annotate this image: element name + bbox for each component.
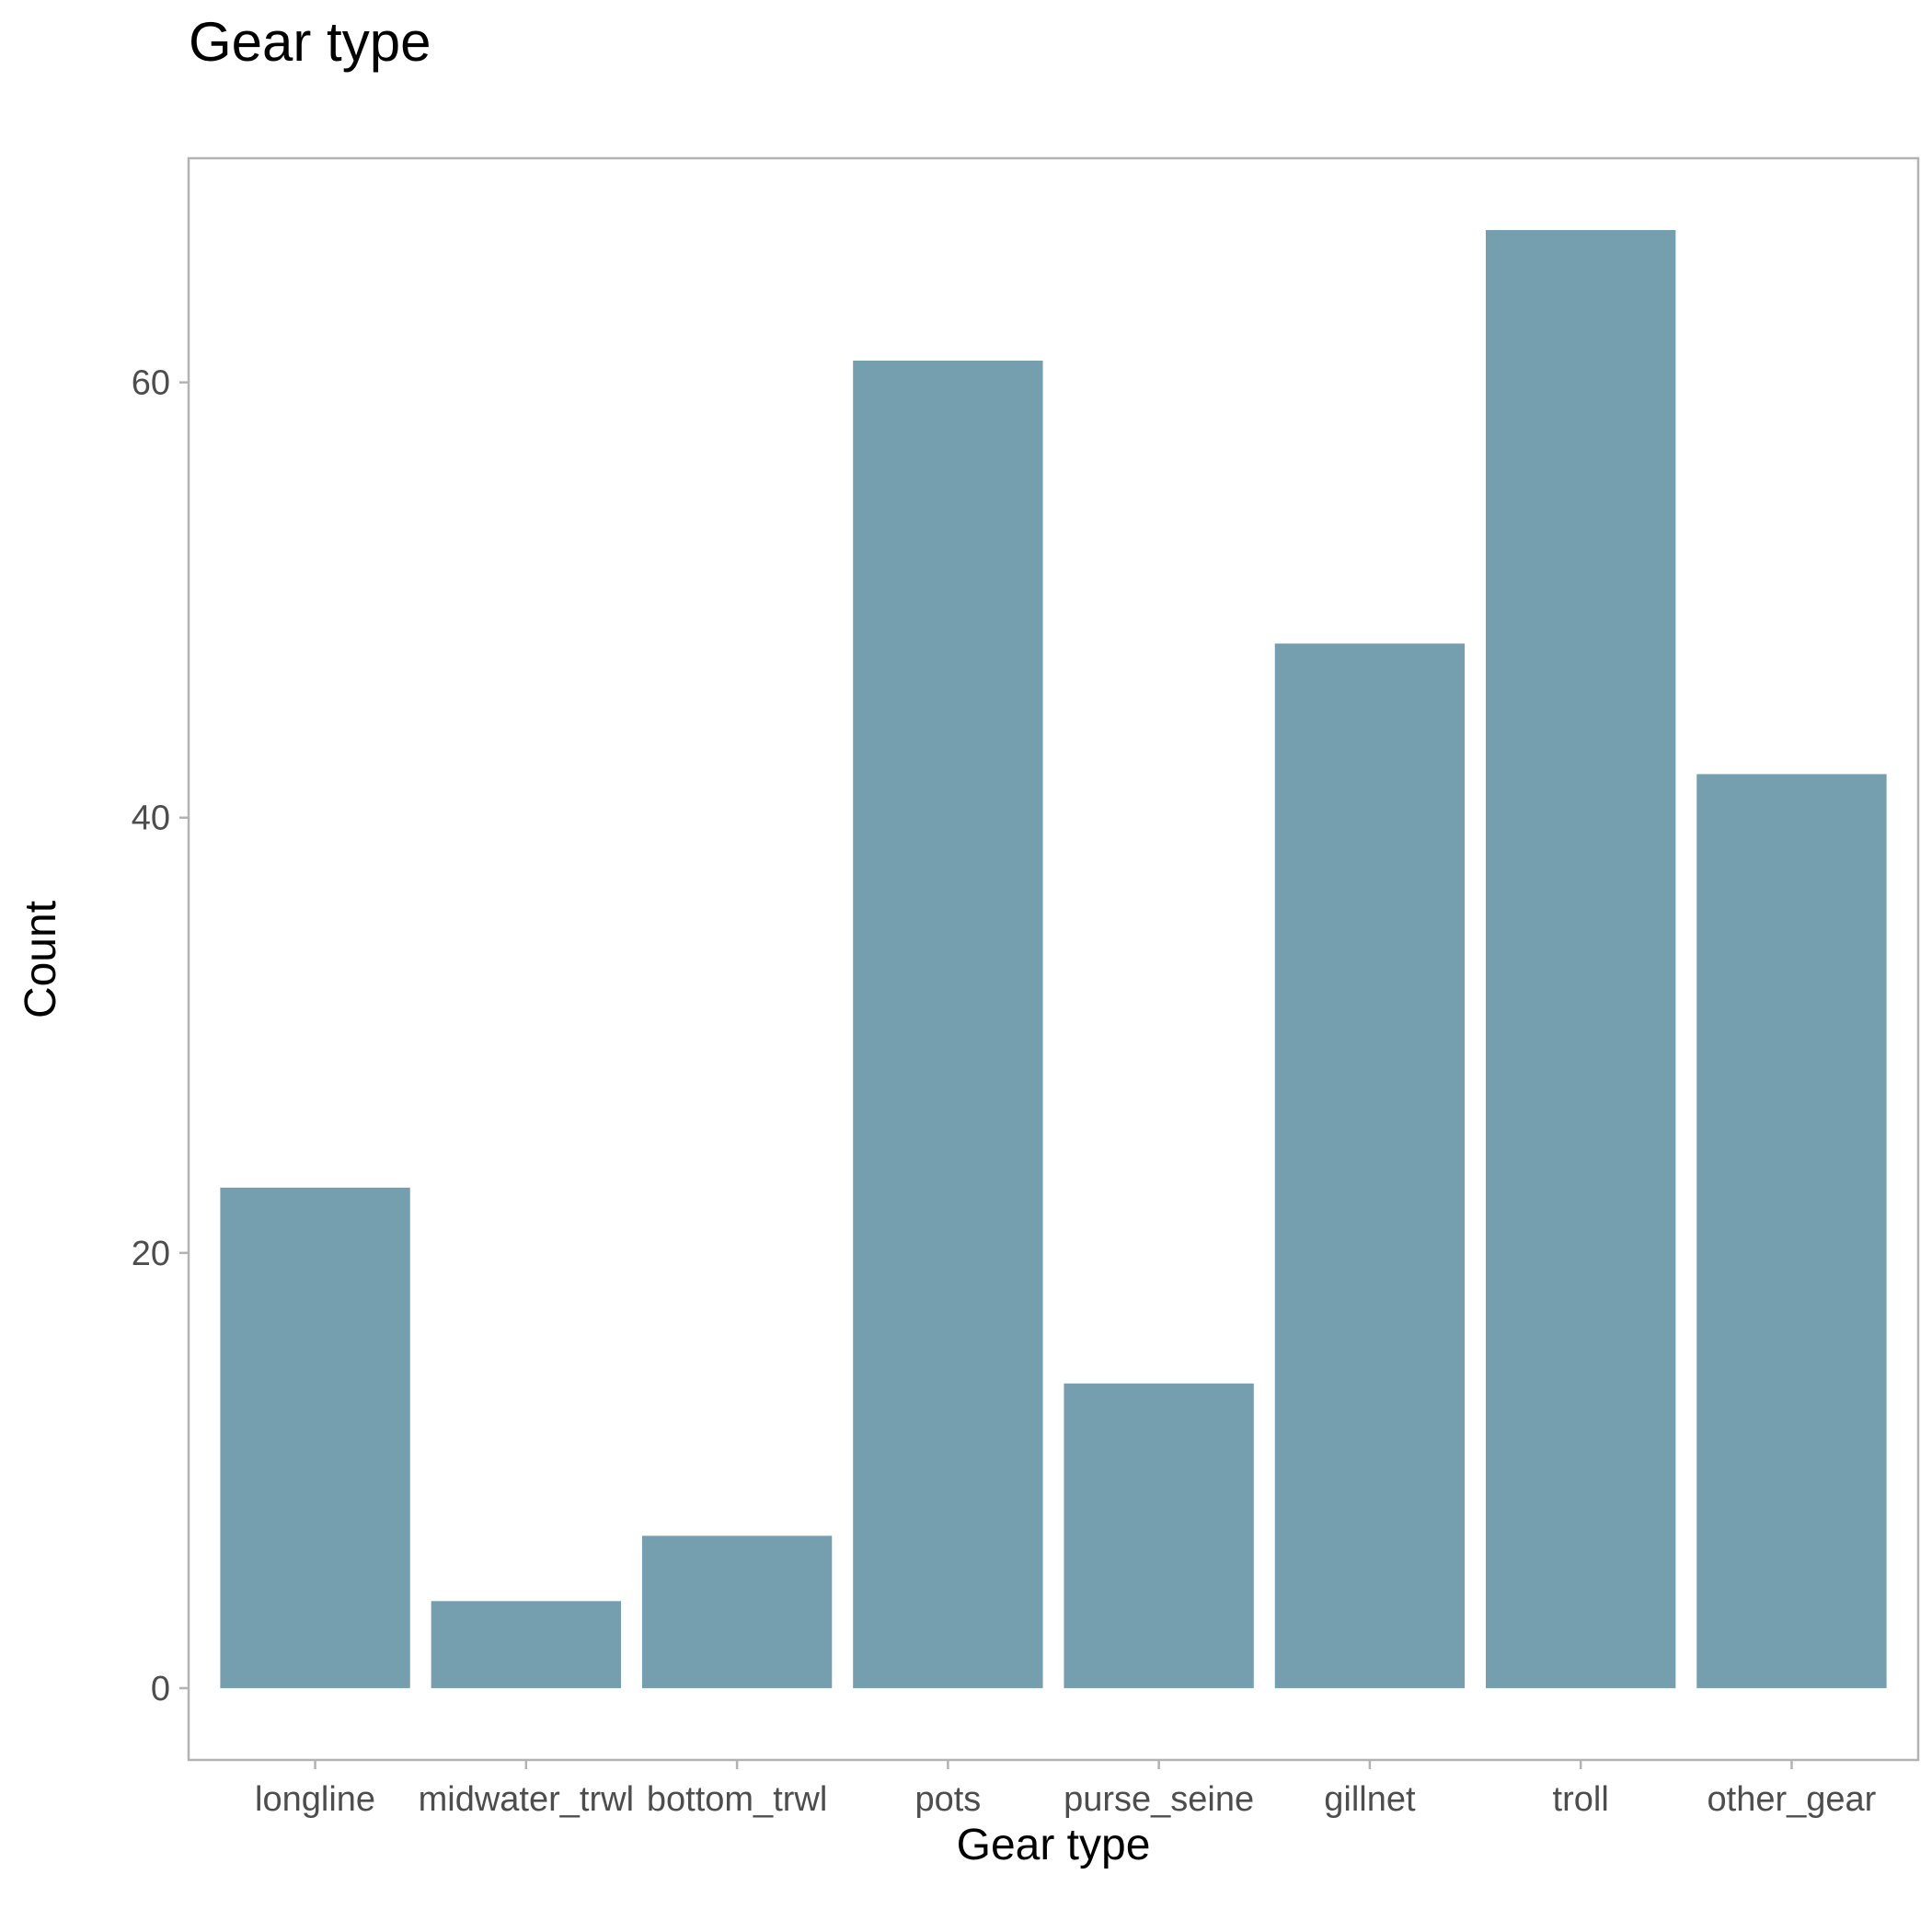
plot-panel [187,156,1920,1762]
y-tick-label: 20 [132,1235,170,1273]
x-axis: longline midwater_trwl bottom_trwl pots purs… [255,1760,1877,1819]
bars-group [220,230,1887,1688]
bar-bottom-trwl [641,1535,833,1688]
x-tick-label-gillnet: gillnet [1324,1780,1416,1819]
bar-other-gear [1696,774,1887,1688]
bar-troll [1486,230,1676,1688]
bar-gillnet [1274,643,1466,1688]
x-tick-label-bottom-trwl: bottom_trwl [647,1780,827,1819]
x-axis-title: Gear type [957,1821,1151,1869]
x-tick-label-pots: pots [914,1780,981,1819]
y-tick-label: 60 [132,364,170,403]
bar-purse-seine [1064,1383,1254,1688]
y-axis: 0 20 40 60 [132,364,189,1708]
bar-longline [220,1187,410,1688]
y-tick-label: 0 [151,1670,170,1708]
y-tick-label: 40 [132,799,170,838]
x-tick-label-midwater-trwl: midwater_trwl [419,1780,634,1819]
x-tick-label-longline: longline [255,1780,375,1819]
chart-title: Gear type [189,11,431,73]
x-tick-label-purse-seine: purse_seine [1064,1780,1254,1819]
bar-pots [853,360,1043,1688]
x-tick-label-other-gear: other_gear [1708,1780,1877,1819]
y-axis-title: Count [17,901,65,1018]
x-tick-label-troll: troll [1553,1780,1609,1819]
bar-midwater-trwl [431,1601,621,1688]
